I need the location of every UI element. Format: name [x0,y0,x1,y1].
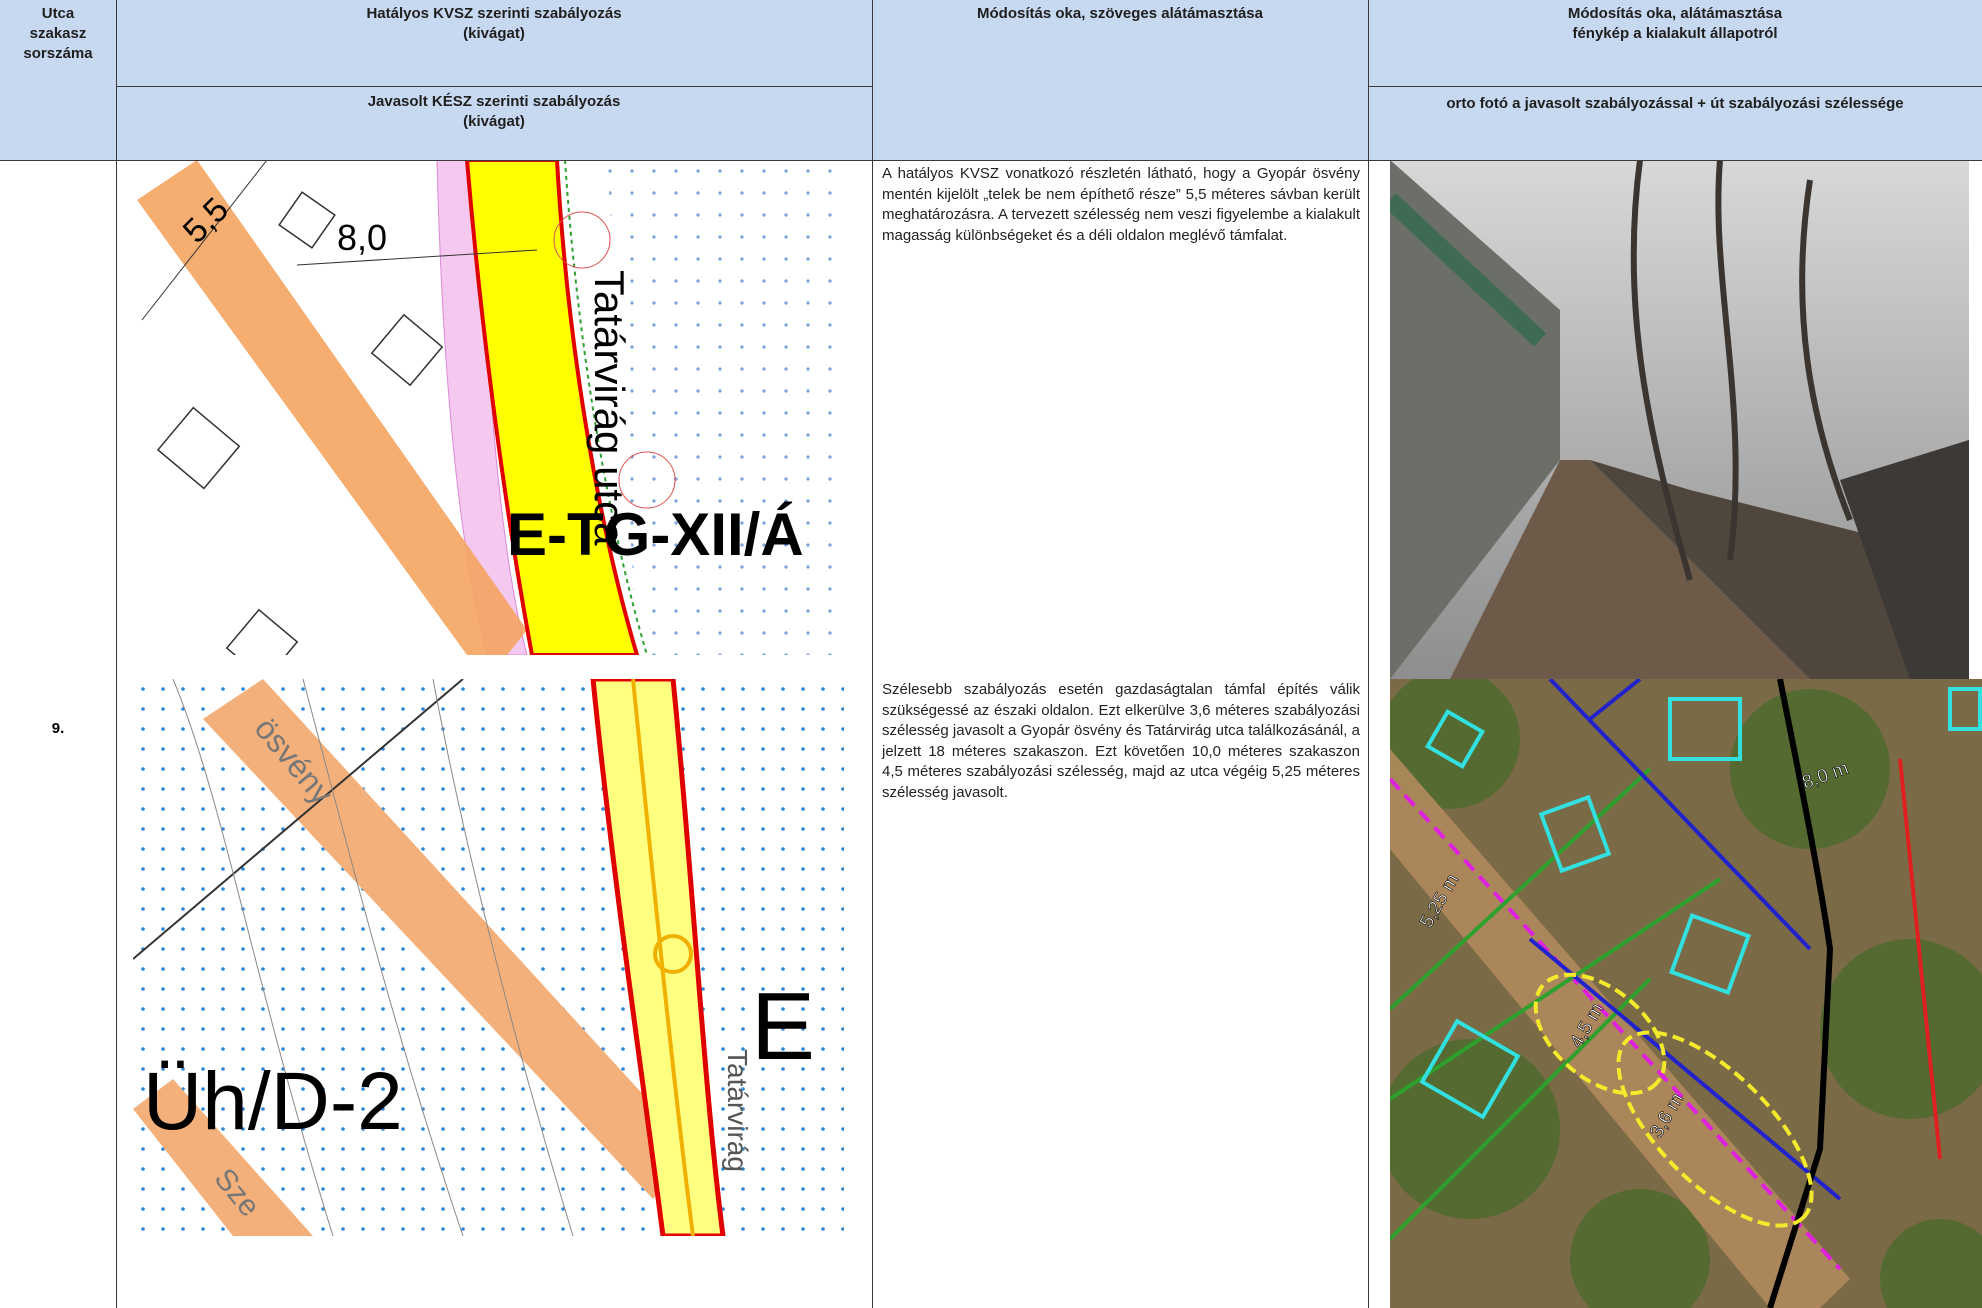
border [1368,86,1982,87]
photo-street [1390,160,1969,679]
buildings-part [1419,1018,1521,1120]
green-line [564,160,648,655]
vegetation-part [1390,679,1520,809]
header-section-no: Utca szakasz sorszáma [0,0,116,160]
map-label: Üh/D-2 [143,1056,403,1147]
contours [172,679,574,1236]
map-label: E-TG-XII/Á [507,501,804,568]
buildings-part [1424,708,1486,770]
vegetation [1390,679,1982,1308]
reg-line [1390,777,1842,1271]
blue-line [1528,937,1842,1201]
buildings-part [278,191,336,249]
map-label: Tatárvirág utca [586,270,633,546]
node [653,934,693,974]
orange-band [133,1079,313,1236]
header-current: Hatályos KVSZ szerinti szabályozás (kivá… [116,0,872,86]
vegetation-part [1730,689,1890,849]
map-proposed: ösvény Üh/D-2 E Tatárvirág Sze [133,679,844,1236]
border [0,160,1982,161]
reason-text-1: A hatályos KVSZ vonatkozó részletén láth… [882,165,1360,244]
buildings [1419,687,1982,1120]
zone-hatch [607,160,844,655]
map-label: Tatárvirág [722,1049,753,1172]
road [1840,440,1969,679]
tree [618,451,676,509]
buildings [156,191,444,655]
header-proposed: Javasolt KÉSZ szerinti szabályozás (kivá… [116,86,872,160]
reason-text-2: Szélesebb szabályozás esetén gazdaságtal… [882,681,1360,801]
dimension-line [296,249,538,266]
vegetation-part [1880,1219,1982,1308]
highlight [1616,1030,1814,1228]
orange-band [203,679,693,1199]
buildings-part [225,608,299,655]
photo-ortho: 8,0 m 5,25 m 4,5 m 3,6 m [1390,679,1982,1308]
map-label: E [751,973,815,1080]
tree [553,211,611,269]
buildings-part [370,313,444,387]
header-ortho: orto fotó a javasolt szabályozással + út… [1368,86,1982,160]
path [1450,460,1810,679]
border [1368,0,1369,1308]
buildings-part [1948,687,1982,731]
vegetation-part [1570,1189,1710,1308]
trees [1630,160,1853,581]
lot-lines [1390,767,1722,1241]
wall [1390,160,1560,679]
dimension-line [133,679,464,960]
header-reason-photo: Módosítás oka, alátámasztása fénykép a k… [1368,0,1982,86]
highlight [1533,972,1667,1096]
buildings-part [1668,697,1742,761]
fence [1390,193,1547,347]
buildings-part [1538,794,1612,874]
red-line [1898,758,1942,1160]
black-line [1767,679,1834,1308]
buildings-part [156,406,241,490]
axis-line [631,679,695,1236]
row-number: 9. [51,720,65,737]
header-reason-text: Módosítás oka, szöveges alátámasztása [872,0,1368,160]
yellow-road [464,160,640,655]
dimension-line [141,160,268,321]
orange-band [137,160,527,655]
border [116,0,117,1308]
vegetation-part [1820,939,1982,1119]
border [116,86,872,87]
contours-part [172,679,334,1236]
slope [1590,460,1969,679]
contours-part [302,679,464,1236]
vegetation-part [1390,1039,1560,1219]
yellow-road [590,679,726,1236]
map-current: 5,5 8,0 Tatárvirág utca E-TG-XII/Á [137,160,844,655]
blue-line [1548,679,1812,951]
contours-part [432,679,574,1236]
border [872,0,873,1308]
map-label: 8,0 [337,217,387,258]
buildings-part [1668,912,1752,996]
